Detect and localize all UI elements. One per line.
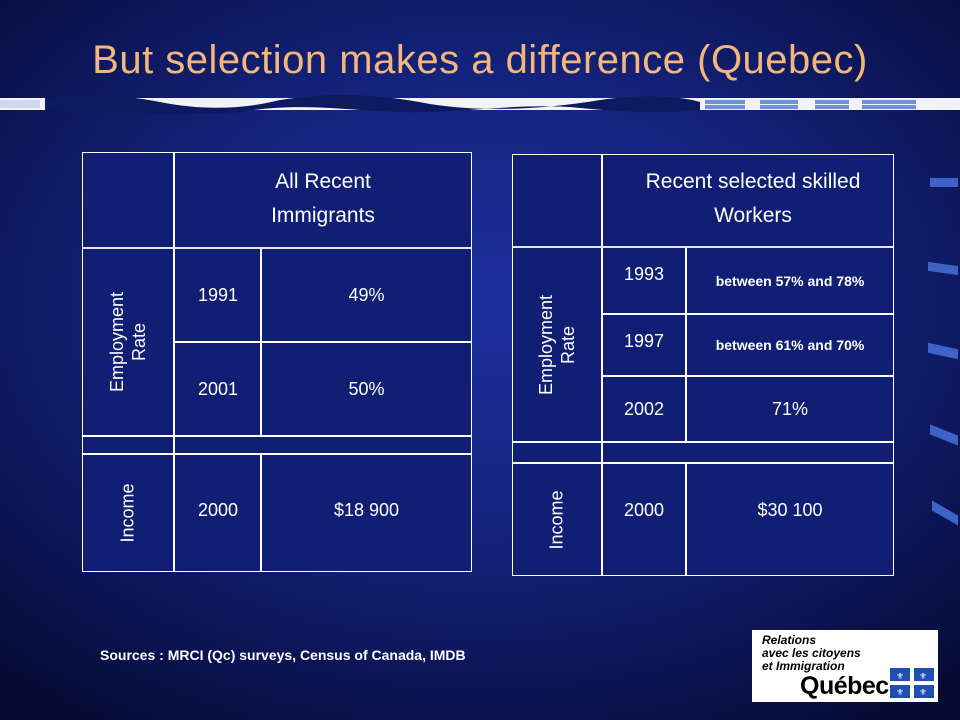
right-table-vline-3	[685, 463, 687, 575]
right-employment-label: Employment Rate	[513, 248, 601, 441]
left-income-value: $18 900	[333, 499, 400, 520]
left-table-vline-1	[173, 153, 175, 571]
edge-dash-4	[930, 424, 958, 446]
left-table-hline-1	[83, 247, 471, 249]
right-table-hline-2	[603, 313, 893, 315]
svg-text:⚜: ⚜	[919, 672, 927, 682]
logo-wordmark: Québec	[800, 672, 889, 700]
left-value-1991: 49%	[348, 284, 385, 305]
left-table-hline-4	[83, 453, 471, 455]
slide-title: But selection makes a difference (Quebec…	[92, 38, 868, 82]
edge-dash-1	[930, 178, 958, 187]
right-table-vline-1	[601, 155, 603, 575]
right-table-hline-3	[603, 375, 893, 377]
left-year-2001: 2001	[197, 378, 239, 399]
decorative-band	[0, 95, 960, 114]
right-income-value: $30 100	[757, 499, 823, 520]
left-value-2001: 50%	[348, 378, 385, 399]
right-year-1993: 1993	[623, 263, 665, 284]
right-income-label: Income	[513, 464, 601, 575]
svg-text:⚜: ⚜	[896, 672, 904, 682]
right-table-hline-4	[513, 441, 893, 443]
left-table: All Recent Immigrants Employment Rate 19…	[82, 152, 472, 572]
left-year-1991: 1991	[197, 284, 239, 305]
fleurdelise-flag-icon: ⚜ ⚜ ⚜ ⚜	[890, 668, 934, 698]
edge-dash-3	[928, 342, 958, 360]
left-table-hline-2	[175, 341, 471, 343]
right-value-1997: between 61% and 70%	[715, 337, 865, 353]
logo-text: Relations avec les citoyens et Immigrati…	[762, 634, 861, 673]
left-income-label-text: Income	[118, 483, 138, 543]
left-employment-label: Employment Rate	[83, 249, 173, 435]
right-year-1997: 1997	[623, 330, 665, 351]
right-table: Recent selected skilled Workers Employme…	[512, 154, 894, 576]
svg-text:⚜: ⚜	[896, 688, 904, 698]
left-table-hline-3	[83, 435, 471, 437]
sources-note: Sources : MRCI (Qc) surveys, Census of C…	[100, 647, 466, 663]
right-employment-label-text: Employment Rate	[536, 294, 579, 395]
right-value-1993: between 57% and 78%	[715, 272, 865, 289]
right-table-header: Recent selected skilled Workers	[623, 157, 883, 241]
quebec-logo: Relations avec les citoyens et Immigrati…	[752, 630, 938, 702]
right-table-hline-1	[513, 246, 893, 248]
right-income-label-text: Income	[547, 489, 567, 550]
left-year-2000: 2000	[197, 499, 239, 520]
left-income-label: Income	[83, 455, 173, 571]
left-employment-label-text: Employment Rate	[107, 291, 150, 393]
right-table-hline-5	[513, 462, 893, 464]
left-table-vline-3	[260, 453, 262, 571]
edge-dash-2	[928, 261, 958, 276]
logo-line-1: Relations	[762, 633, 817, 647]
right-year-2002: 2002	[623, 398, 665, 419]
right-table-header-text: Recent selected skilled Workers	[645, 170, 861, 227]
logo-line-3: et Immigration	[762, 659, 845, 673]
right-table-vline-2	[685, 247, 687, 441]
left-table-header-text: All Recent Immigrants	[271, 170, 375, 227]
edge-dash-5	[932, 500, 958, 526]
svg-text:⚜: ⚜	[919, 688, 927, 698]
right-year-2000: 2000	[623, 499, 665, 520]
right-value-2002: 71%	[771, 398, 809, 419]
left-table-header: All Recent Immigrants	[203, 159, 443, 239]
logo-line-2: avec les citoyens	[762, 646, 861, 660]
